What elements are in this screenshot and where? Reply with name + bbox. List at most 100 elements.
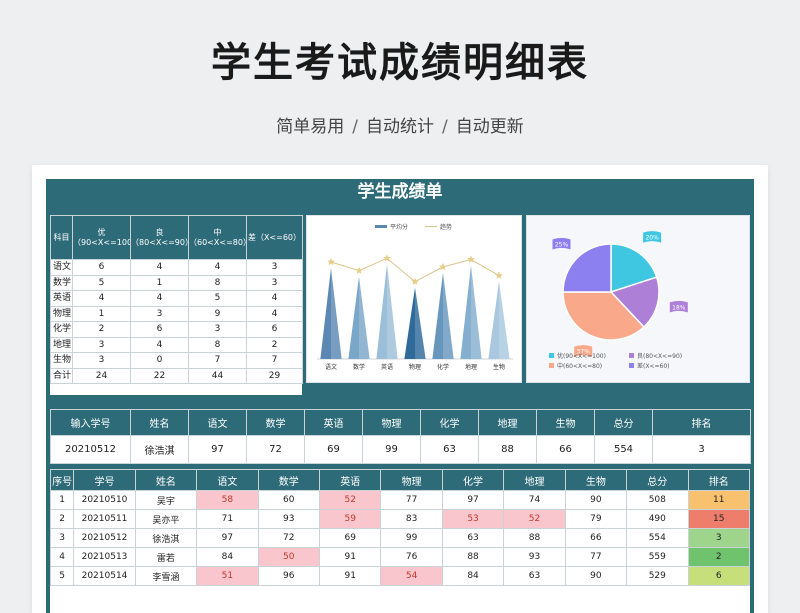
detail-cell: 吴宇 [134, 490, 198, 510]
summary-header-cell: 良 （80<X<=90） [130, 215, 189, 260]
legend-swatch-average [375, 225, 387, 228]
summary-count-cell: 3 [246, 274, 303, 291]
student-id-input[interactable]: 20210512 [50, 435, 131, 464]
detail-cell: 66 [564, 528, 628, 548]
slice-percent-text: 20% [645, 235, 659, 242]
page-subtitle: 简单易用 / 自动统计 / 自动更新 [0, 112, 800, 137]
x-tick-label: 数学 [353, 363, 365, 371]
summary-subject-cell: 化学 [50, 321, 73, 338]
detail-cell: 50 [257, 547, 320, 567]
detail-cell: 97 [441, 490, 505, 510]
cone-bar-shape [488, 281, 510, 359]
detail-header-cell: 物理 [380, 469, 443, 491]
detail-cell: 吴亦平 [134, 509, 198, 529]
grade-distribution-chart: 20% 18% 37% 25% 优(90<X<=100) 良(80<X<=90) 中(60<… [526, 215, 750, 383]
summary-count-cell: 9 [188, 305, 247, 322]
lookup-value-cell: 97 [188, 435, 247, 464]
slice-percent-text: 18% [672, 304, 686, 311]
summary-count-cell: 4 [246, 305, 303, 322]
detail-header-cell: 地理 [503, 469, 566, 491]
trend-star-marker [495, 271, 503, 279]
detail-cell: 96 [257, 566, 320, 586]
summary-table: 科目优 （90<X<=100）良 （80<X<=90）中 （60<X<=80）差… [50, 215, 303, 384]
trend-star-marker [355, 266, 363, 274]
detail-cell: 99 [380, 528, 443, 548]
detail-cell: 84 [441, 566, 505, 586]
lookup-value-cell: 69 [304, 435, 363, 464]
cone-bar-highlight [387, 264, 398, 359]
cone-bar [432, 272, 454, 359]
subtitle-item: 自动更新 [455, 117, 524, 137]
detail-header-cell: 学号 [73, 469, 136, 491]
summary-count-cell: 29 [246, 367, 303, 384]
trend-star-marker [383, 254, 391, 262]
detail-cell: 77 [564, 547, 628, 567]
lookup-header-cell: 排名 [652, 409, 751, 436]
lookup-value-cell: 66 [536, 435, 595, 464]
table-row: 5 20210514 李雪涵 51 96 91 54 84 63 90 529 6 [49, 566, 751, 586]
rank-cell: 15 [687, 509, 751, 529]
detail-cell: 59 [318, 509, 382, 529]
summary-subject-cell: 地理 [50, 336, 73, 353]
summary-count-cell: 2 [72, 321, 131, 338]
pie-chart-svg: 20% 18% 37% 25% 优(90<X<=100) 良(80<X<=90) 中(60<… [549, 231, 688, 370]
summary-row: 地理 3 4 8 2 [50, 336, 303, 353]
summary-count-cell: 4 [188, 259, 247, 276]
pie-slice [609, 276, 660, 329]
summary-subject-cell: 物理 [50, 305, 73, 322]
detail-cell: 53 [441, 509, 505, 529]
summary-count-cell: 24 [72, 367, 131, 384]
summary-row: 物理 1 3 9 4 [50, 305, 303, 322]
summary-header-cell: 优 （90<X<=100） [72, 215, 131, 260]
detail-cell: 88 [503, 528, 566, 548]
detail-cell: 88 [441, 547, 505, 567]
cone-bar [404, 287, 426, 359]
trend-star-marker [439, 262, 447, 271]
detail-cell: 20210512 [73, 528, 136, 548]
legend-swatch [549, 363, 554, 368]
flag-shape [669, 300, 688, 313]
detail-cell: 54 [380, 566, 443, 586]
legend-swatch [629, 363, 634, 368]
lookup-header-cell: 姓名 [130, 409, 189, 436]
detail-cell: 雷若 [134, 547, 198, 567]
summary-count-cell: 0 [130, 352, 189, 369]
cone-bar [488, 281, 510, 359]
lookup-value-cell: 徐浩淇 [130, 435, 189, 464]
summary-count-cell: 1 [130, 274, 189, 291]
summary-row: 合计 24 22 44 29 [50, 367, 303, 384]
summary-count-cell: 4 [130, 336, 189, 353]
summary-subject-cell: 生物 [50, 352, 73, 369]
lookup-header-cell: 语文 [188, 409, 247, 436]
pie-slice [562, 243, 612, 293]
chart-legend: 平均分 趋势 [375, 223, 452, 231]
legend-swatch [629, 353, 634, 358]
cone-bar-shape [432, 272, 454, 359]
detail-cell: 52 [318, 490, 382, 510]
detail-header-cell: 生物 [564, 469, 628, 491]
lookup-panel: 输入学号 姓名 语文 数学 英语 物理 化学 地理 生物 总分 排名 20210512 徐浩淇 97 72… [50, 409, 751, 464]
detail-cell: 90 [564, 490, 628, 510]
rank-cell: 2 [687, 547, 751, 567]
detail-header-cell: 数学 [257, 469, 320, 491]
flag-shape [643, 231, 662, 243]
detail-cell: 52 [503, 509, 566, 529]
detail-cell: 91 [318, 566, 382, 586]
lookup-header-cell: 输入学号 [50, 409, 131, 436]
detail-header-cell: 总分 [626, 469, 689, 491]
slice-value-label: 20% [643, 231, 662, 243]
x-tick-label: 地理 [465, 363, 477, 371]
detail-cell: 3 [49, 528, 75, 548]
flag-shape [552, 237, 571, 250]
x-tick-label: 语文 [325, 363, 337, 371]
lookup-value-cell: 88 [478, 435, 537, 464]
detail-header-cell: 序号 [49, 469, 75, 491]
legend-label-trend: 趋势 [440, 223, 452, 231]
table-row: 3 20210512 徐浩淇 97 72 69 99 63 88 66 554 3 [49, 528, 751, 548]
summary-panel: 科目优 （90<X<=100）良 （80<X<=90）中 （60<X<=80）差… [50, 215, 303, 395]
detail-cell: 93 [257, 509, 320, 529]
cone-bar-highlight [415, 287, 426, 359]
cone-bar-highlight [443, 272, 454, 359]
lookup-value-cell: 3 [652, 435, 751, 464]
detail-cell: 4 [49, 547, 75, 567]
